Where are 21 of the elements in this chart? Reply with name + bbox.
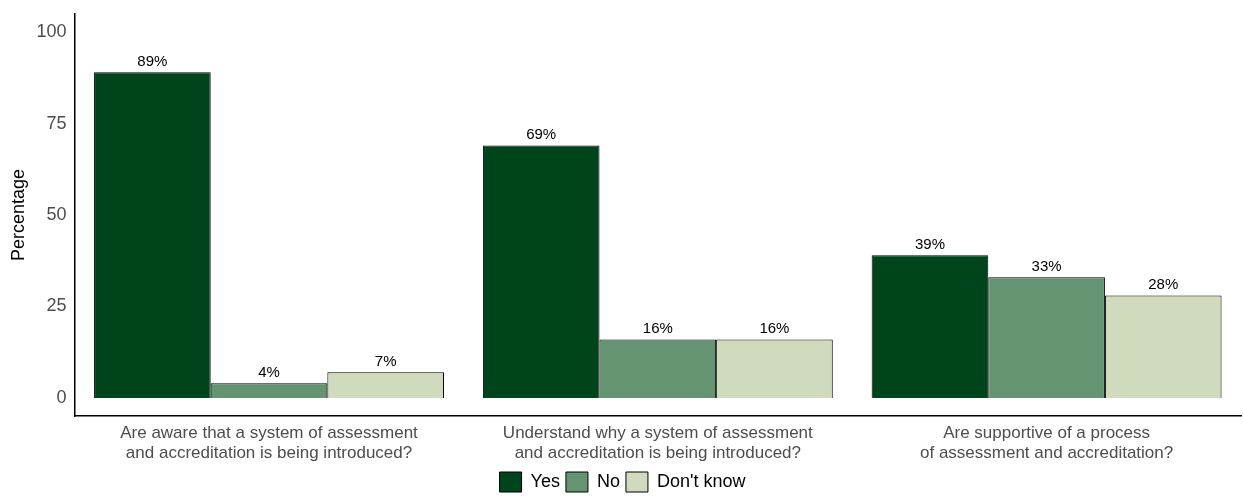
legend-label: Yes xyxy=(530,470,560,491)
data-label: 7% xyxy=(374,351,397,369)
data-label: 89% xyxy=(137,51,168,69)
data-label: 16% xyxy=(642,319,673,337)
data-label: 69% xyxy=(526,125,557,143)
x-tick-label: Are aware that a system of assessment and accreditation is being introduced? xyxy=(120,423,419,463)
data-label: 16% xyxy=(759,319,790,337)
legend-label: Don't know xyxy=(656,470,747,491)
y-tick-label: 50 xyxy=(46,203,67,224)
y-axis-title: Percentage xyxy=(7,168,28,262)
data-label: 39% xyxy=(914,234,945,252)
y-tick-label: 100 xyxy=(36,21,67,42)
x-tick-label: Understand why a system of assessment and accreditation is being introduced? xyxy=(502,423,814,463)
data-label: 33% xyxy=(1031,256,1062,274)
x-tick-label: Are supportive of a process of assessment and accreditation? xyxy=(919,423,1174,463)
y-tick-label: 75 xyxy=(46,112,67,133)
y-tick-label: 25 xyxy=(46,295,67,316)
y-tick-label: 0 xyxy=(56,386,67,407)
data-label: 4% xyxy=(258,362,280,380)
data-label: 28% xyxy=(1148,275,1179,293)
legend-label: No xyxy=(596,470,620,491)
